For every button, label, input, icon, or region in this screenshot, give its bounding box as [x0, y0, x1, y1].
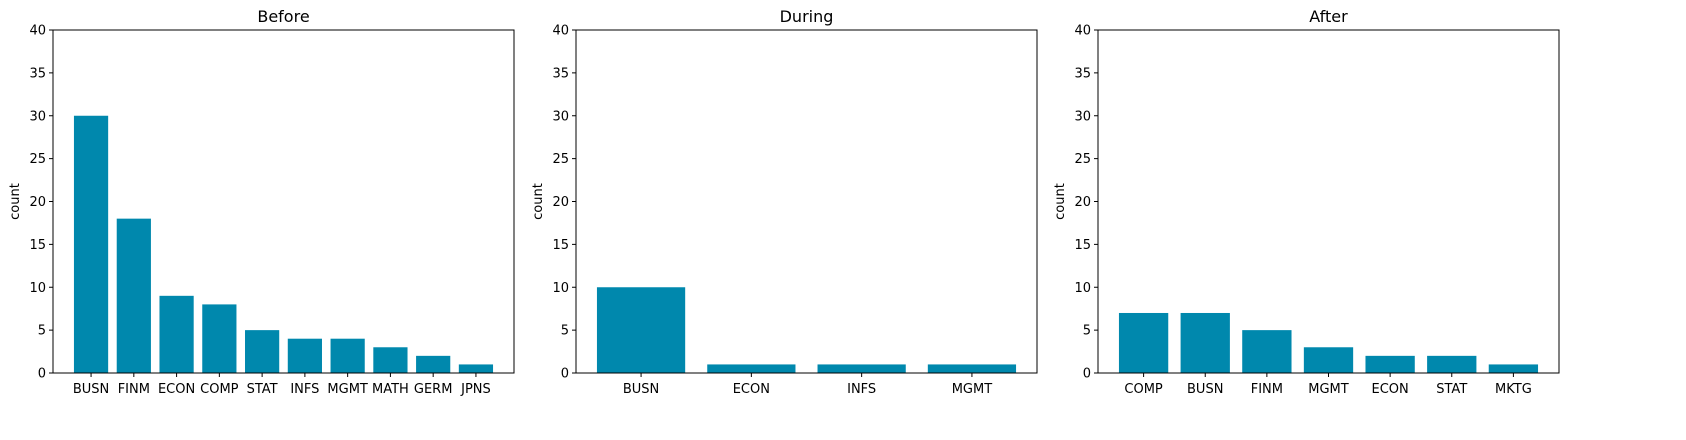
bar	[458, 364, 494, 373]
y-tick-label: 5	[1083, 324, 1091, 339]
x-tick-label: MGMT	[952, 382, 993, 397]
y-tick-label: 25	[552, 152, 569, 167]
x-tick-label: ECON	[158, 382, 195, 397]
y-tick-label: 40	[1074, 24, 1091, 39]
y-tick-label: 20	[552, 195, 569, 210]
x-tick-label: MGMT	[327, 382, 368, 397]
x-tick-label: MGMT	[1308, 382, 1349, 397]
y-tick-label: 10	[29, 281, 46, 296]
x-tick-label: BUSN	[1187, 382, 1223, 397]
y-tick-label: 40	[29, 24, 46, 39]
bar	[416, 355, 451, 373]
bar	[1365, 355, 1415, 373]
x-tick-label: GERM	[414, 382, 453, 397]
bar	[1242, 330, 1292, 374]
x-tick-label: BUSN	[623, 382, 659, 397]
chart-title: After	[1309, 7, 1348, 26]
chart-panel-during: 0 5 10 15 20 25 30 35 40 BUSN ECON INFS MGMT During co…	[531, 7, 1038, 397]
y-tick-label: 0	[1083, 367, 1091, 382]
y-tick-label: 20	[1074, 195, 1091, 210]
y-axis-label: count	[8, 183, 23, 220]
bar	[73, 115, 109, 373]
x-tick-label: INFS	[290, 382, 319, 397]
bar	[1427, 355, 1477, 373]
x-tick-label: MATH	[372, 382, 409, 397]
chart-panel-before: 0 5 10 15 20 25 30 35 40 BUSN FINM ECON COMP STAT INFS…	[8, 7, 515, 397]
bar	[707, 364, 796, 373]
bar	[596, 287, 686, 373]
bar	[1303, 347, 1354, 373]
y-tick-label: 40	[552, 24, 569, 39]
x-tick-label: ECON	[1372, 382, 1409, 397]
bar	[817, 364, 906, 373]
y-tick-label: 25	[29, 152, 46, 167]
y-tick-label: 10	[552, 281, 569, 296]
bar	[159, 295, 194, 373]
bar	[330, 338, 365, 373]
x-tick-label: BUSN	[73, 382, 109, 397]
x-tick-label: STAT	[247, 382, 278, 397]
y-tick-label: 35	[29, 66, 46, 81]
x-tick-label: ECON	[733, 382, 770, 397]
y-tick-label: 30	[29, 109, 46, 124]
x-tick-label: INFS	[847, 382, 876, 397]
y-axis-label: count	[1053, 183, 1068, 220]
y-tick-label: 30	[1074, 109, 1091, 124]
bar	[116, 218, 151, 373]
bar	[373, 347, 408, 373]
y-tick-label: 0	[561, 367, 569, 382]
x-tick-label: STAT	[1436, 382, 1467, 397]
y-tick-label: 0	[38, 367, 46, 382]
y-tick-label: 35	[1074, 66, 1091, 81]
x-tick-label: MKTG	[1495, 382, 1532, 397]
y-tick-label: 30	[552, 109, 569, 124]
chart-title: Before	[257, 7, 309, 26]
bar	[927, 364, 1017, 373]
bar	[245, 330, 280, 374]
chart-panel-after: 0 5 10 15 20 25 30 35 40 COMP BUSN FINM MGMT ECON STAT…	[1053, 7, 1560, 397]
x-tick-label: FINM	[118, 382, 150, 397]
x-tick-label: JPNS	[460, 382, 491, 397]
bar	[1180, 312, 1230, 373]
bar	[1118, 312, 1169, 373]
bar	[1488, 364, 1539, 373]
y-tick-label: 5	[38, 324, 46, 339]
y-tick-label: 15	[552, 238, 569, 253]
x-tick-label: FINM	[1251, 382, 1283, 397]
y-tick-label: 20	[29, 195, 46, 210]
y-tick-label: 5	[561, 324, 569, 339]
y-tick-label: 35	[552, 66, 569, 81]
y-tick-label: 10	[1074, 281, 1091, 296]
y-axis-label: count	[531, 183, 546, 220]
y-tick-label: 15	[1074, 238, 1091, 253]
y-tick-label: 15	[29, 238, 46, 253]
chart-title: During	[780, 7, 834, 26]
x-tick-label: COMP	[1124, 382, 1163, 397]
bar	[202, 304, 237, 373]
x-tick-label: COMP	[200, 382, 239, 397]
y-tick-label: 25	[1074, 152, 1091, 167]
bar	[287, 338, 322, 373]
